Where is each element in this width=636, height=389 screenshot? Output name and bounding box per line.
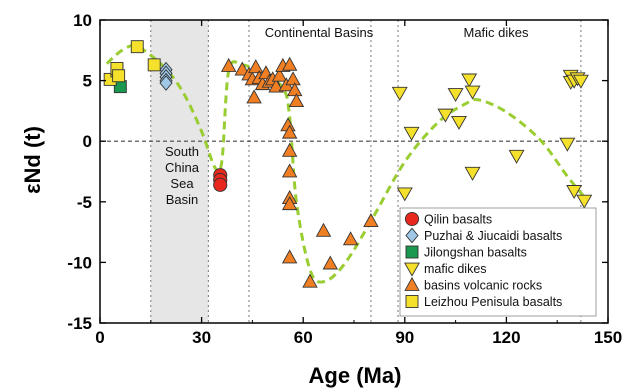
x-tick-label-5: 150 xyxy=(594,328,622,347)
legend-marker-puzhai-jiucaidi-basalts xyxy=(405,227,419,244)
x-tick-label-3: 90 xyxy=(395,328,414,347)
point-basins-volcanic-rocks-24 xyxy=(287,82,303,97)
point-basins-volcanic-rocks-23 xyxy=(285,71,301,86)
point-basins-volcanic-rocks-12 xyxy=(271,67,288,82)
x-tick-label-4: 120 xyxy=(492,328,520,347)
legend-marker-basins-volcanic-rocks xyxy=(404,276,420,291)
axis-ticks: 0 30 60 90 120 150 -15 -10 -5 0 5 10 xyxy=(67,11,622,347)
point-basins-volcanic-rocks-25 xyxy=(288,93,305,108)
point-basins-volcanic-rocks-29 xyxy=(342,231,359,246)
legend-label-jilongshan-basalts: Jilongshan basalts xyxy=(424,246,527,260)
point-basins-volcanic-rocks-30 xyxy=(363,213,379,228)
point-basins-volcanic-rocks-22 xyxy=(281,249,298,264)
point-basins-volcanic-rocks-27 xyxy=(315,222,332,237)
x-axis-title: Age (Ma) xyxy=(309,363,402,388)
y-axis-title: εNd (t) xyxy=(20,126,45,194)
point-basins-volcanic-rocks-11 xyxy=(268,78,284,93)
point-mafic-dikes-1 xyxy=(396,187,413,202)
point-mafic-dikes-6 xyxy=(461,73,478,88)
point-mafic-dikes-17 xyxy=(576,194,593,209)
x-tick-label-1: 30 xyxy=(192,328,211,347)
point-basins-volcanic-rocks-17 xyxy=(281,124,298,139)
legend-marker-leizhou-penisula-basalts xyxy=(405,295,419,308)
region-label-scs-line-3: Sea xyxy=(170,176,194,191)
region-label-scs-line-2: China xyxy=(165,160,200,175)
point-mafic-dikes-0 xyxy=(391,86,408,101)
point-basins-volcanic-rocks-5 xyxy=(248,59,264,74)
region-label-scs-line-4: Basin xyxy=(166,192,199,207)
legend-label-leizhou-penisula-basalts: Leizhou Penisula basalts xyxy=(424,295,562,309)
y-tick-label-1: -10 xyxy=(67,253,92,272)
y-tick-label-3: 0 xyxy=(83,132,92,151)
legend-box xyxy=(399,207,597,317)
legend-label-puzhai-jiucaidi-basalts: Puzhai & Jiucaidi basalts xyxy=(424,229,562,243)
point-basins-volcanic-rocks-18 xyxy=(281,142,298,157)
y-tick-label-5: 10 xyxy=(73,11,92,30)
point-basins-volcanic-rocks-26 xyxy=(302,273,318,288)
point-leizhou-penisula-basalts-5 xyxy=(147,58,161,72)
point-puzhai-jiucaidi-basalts-4 xyxy=(159,75,173,91)
legend-label-qilin-basalts: Qilin basalts xyxy=(424,213,492,227)
point-mafic-dikes-16 xyxy=(572,74,589,89)
legend-label-basins-volcanic-rocks: basins volcanic rocks xyxy=(424,279,542,293)
y-tick-label-4: 5 xyxy=(83,72,92,91)
x-tick-label-2: 60 xyxy=(294,328,313,347)
region-label-continental: Continental Basins xyxy=(265,25,374,40)
legend-marker-mafic-dikes xyxy=(404,262,420,277)
point-mafic-dikes-4 xyxy=(447,88,464,103)
data-markers xyxy=(103,40,593,288)
y-tick-label-0: -15 xyxy=(67,314,92,333)
point-basins-volcanic-rocks-0 xyxy=(220,57,237,72)
point-basins-volcanic-rocks-19 xyxy=(281,163,298,178)
point-basins-volcanic-rocks-28 xyxy=(322,255,339,270)
legend-marker-qilin-basalts xyxy=(404,211,420,227)
point-leizhou-penisula-basalts-4 xyxy=(130,40,144,54)
region-label-mafic: Mafic dikes xyxy=(463,25,529,40)
legend-label-mafic-dikes: mafic dikes xyxy=(424,262,487,276)
region-label-scs-line-1: South xyxy=(165,144,199,159)
point-basins-volcanic-rocks-1 xyxy=(234,61,250,76)
point-basins-volcanic-rocks-21 xyxy=(281,196,298,211)
point-mafic-dikes-7 xyxy=(464,166,481,181)
point-mafic-dikes-5 xyxy=(451,115,467,130)
point-mafic-dikes-10 xyxy=(559,137,576,152)
point-mafic-dikes-9 xyxy=(508,149,525,164)
legend-marker-jilongshan-basalts xyxy=(405,245,419,259)
point-leizhou-penisula-basalts-3 xyxy=(112,69,126,83)
point-qilin-basalts-2 xyxy=(213,177,228,192)
x-tick-label-0: 0 xyxy=(95,328,104,347)
point-mafic-dikes-8 xyxy=(464,85,481,100)
trend-line xyxy=(105,43,586,284)
point-basins-volcanic-rocks-16 xyxy=(281,56,298,71)
point-mafic-dikes-2 xyxy=(403,126,420,141)
legend: Qilin basalts Puzhai & Jiucaidi basalts Ji… xyxy=(399,207,597,317)
point-mafic-dikes-14 xyxy=(566,185,583,199)
point-mafic-dikes-3 xyxy=(437,108,454,123)
y-tick-label-2: -5 xyxy=(77,193,92,212)
point-basins-volcanic-rocks-4 xyxy=(246,89,262,104)
